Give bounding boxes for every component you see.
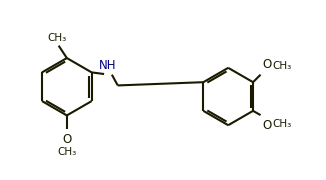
Text: CH₃: CH₃ [57,147,77,157]
Text: O: O [262,58,272,71]
Text: O: O [262,119,272,132]
Text: CH₃: CH₃ [47,33,67,43]
Text: CH₃: CH₃ [272,119,291,129]
Text: CH₃: CH₃ [272,61,291,71]
Text: NH: NH [99,59,117,72]
Text: O: O [62,133,71,146]
